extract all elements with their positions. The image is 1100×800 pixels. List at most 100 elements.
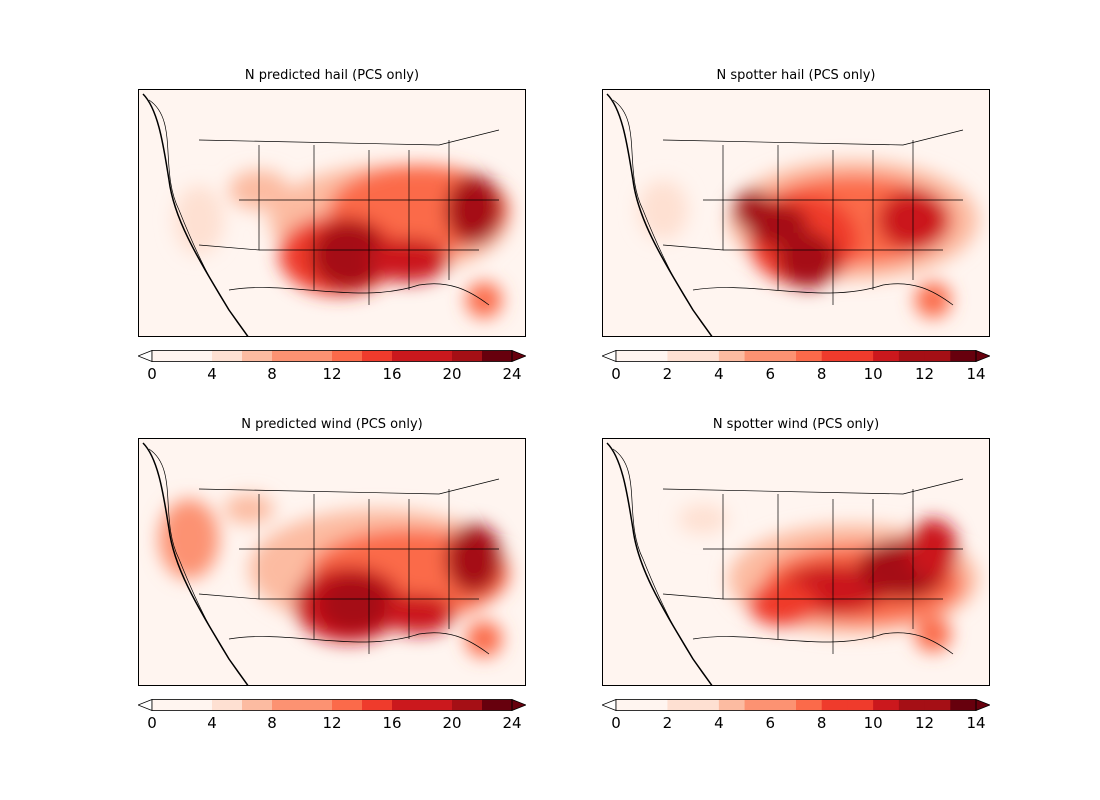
colorbar-segment xyxy=(796,350,823,362)
colorbar-segment xyxy=(422,350,453,362)
colorbar-segment xyxy=(847,699,874,711)
colorbar-tick-label: 10 xyxy=(863,714,883,732)
colorbar xyxy=(602,350,990,362)
colorbar-segment xyxy=(452,350,483,362)
colorbar-tick-label: 8 xyxy=(816,714,827,732)
colorbar-segment xyxy=(482,350,513,362)
map-spotter-wind xyxy=(602,438,990,686)
colorbar-segment xyxy=(950,699,977,711)
colorbar-tick-label: 2 xyxy=(662,714,673,732)
colorbar-ticks: 0 2 4 6 8 10 12 14 xyxy=(602,365,990,385)
colorbar-segment xyxy=(242,699,273,711)
colorbar-frame xyxy=(151,699,513,711)
colorbar-segment xyxy=(718,699,746,711)
colorbar-segment xyxy=(242,350,273,362)
map-svg xyxy=(142,93,509,336)
colorbar-segment xyxy=(641,699,668,711)
colorbar-segment xyxy=(332,699,363,711)
colorbar xyxy=(138,699,526,711)
panel-title: N spotter hail (PCS only) xyxy=(716,68,876,83)
colorbar-segment xyxy=(847,350,874,362)
colorbar-segment xyxy=(272,699,303,711)
state-borders xyxy=(612,99,964,336)
colorbar-ticks: 0 4 8 12 16 20 24 xyxy=(138,365,526,385)
colorbar-segment xyxy=(950,350,977,362)
intensity-field xyxy=(174,165,509,318)
colorbar-segment xyxy=(770,350,797,362)
colorbar-segment xyxy=(924,699,951,711)
colorbar-tick-label: 16 xyxy=(382,365,402,383)
colorbar-tick-label: 6 xyxy=(765,714,776,732)
colorbar-segment xyxy=(898,699,926,711)
coastline xyxy=(142,442,249,685)
colorbar-segment xyxy=(212,350,243,362)
coastline xyxy=(606,442,713,685)
colorbar-segment xyxy=(152,350,183,362)
colorbar-tick-label: 20 xyxy=(442,365,462,383)
colorbar-tick-label: 0 xyxy=(147,714,157,732)
colorbar-tick-label: 6 xyxy=(765,365,776,383)
colorbar-tick-label: 12 xyxy=(322,365,342,383)
intensity-field xyxy=(638,160,978,318)
colorbar-segment xyxy=(392,699,423,711)
colorbar-segment xyxy=(302,699,333,711)
colorbar-segment xyxy=(272,350,303,362)
colorbar-segment xyxy=(821,350,848,362)
colorbar-tick-label: 4 xyxy=(207,365,217,383)
colorbar-segment xyxy=(452,699,483,711)
coastline xyxy=(142,93,249,336)
colorbar-over-arrow xyxy=(975,699,990,711)
colorbar-segment xyxy=(667,699,694,711)
colorbar-segment xyxy=(482,699,513,711)
colorbar-segment xyxy=(212,699,243,711)
colorbar-under-arrow xyxy=(602,699,617,711)
map-svg xyxy=(606,442,978,685)
colorbar-tick-label: 4 xyxy=(207,714,217,732)
panel-title: N spotter wind (PCS only) xyxy=(712,417,880,432)
panel-title: N predicted wind (PCS only) xyxy=(241,417,423,432)
colorbar-segment xyxy=(422,699,453,711)
colorbar-tick-label: 24 xyxy=(502,714,522,732)
colorbar-segment xyxy=(693,350,720,362)
colorbar-segment xyxy=(718,350,746,362)
colorbar-frame xyxy=(615,699,977,711)
colorbar-segment xyxy=(898,350,926,362)
colorbar-segment xyxy=(152,699,183,711)
colorbar-segment xyxy=(693,699,720,711)
colorbar-tick-label: 0 xyxy=(147,365,157,383)
coastline xyxy=(606,93,713,336)
colorbar-under-arrow xyxy=(602,350,617,362)
map-predicted-wind xyxy=(138,438,526,686)
colorbar-segment xyxy=(616,699,643,711)
colorbar-segment xyxy=(362,699,393,711)
colorbar-segment xyxy=(182,699,213,711)
colorbar-tick-label: 0 xyxy=(611,365,621,383)
colorbar-segment xyxy=(392,350,423,362)
colorbar-segment xyxy=(770,699,797,711)
colorbar-segment xyxy=(302,350,333,362)
map-spotter-hail xyxy=(602,89,990,337)
colorbar-under-arrow xyxy=(138,350,153,362)
colorbar xyxy=(602,699,990,711)
colorbar-segment xyxy=(744,699,771,711)
map-svg xyxy=(142,442,509,685)
colorbar-tick-label: 2 xyxy=(662,365,673,383)
map-svg xyxy=(606,93,978,336)
colorbar-segment xyxy=(821,699,848,711)
colorbar-segment xyxy=(796,699,823,711)
panel-title: N predicted hail (PCS only) xyxy=(244,68,420,83)
colorbar-frame xyxy=(151,350,513,362)
colorbar-over-arrow xyxy=(511,699,526,711)
colorbar-tick-label: 12 xyxy=(915,714,935,732)
colorbar-tick-label: 14 xyxy=(966,365,986,383)
colorbar-segment xyxy=(362,350,393,362)
colorbar-frame xyxy=(615,350,977,362)
colorbar-tick-label: 8 xyxy=(267,714,277,732)
colorbar xyxy=(138,350,526,362)
colorbar-tick-label: 8 xyxy=(816,365,827,383)
colorbar-tick-label: 4 xyxy=(714,714,724,732)
colorbar-over-arrow xyxy=(975,350,990,362)
intensity-field xyxy=(159,494,509,657)
colorbar-tick-label: 10 xyxy=(863,365,883,383)
colorbar-tick-label: 0 xyxy=(611,714,621,732)
